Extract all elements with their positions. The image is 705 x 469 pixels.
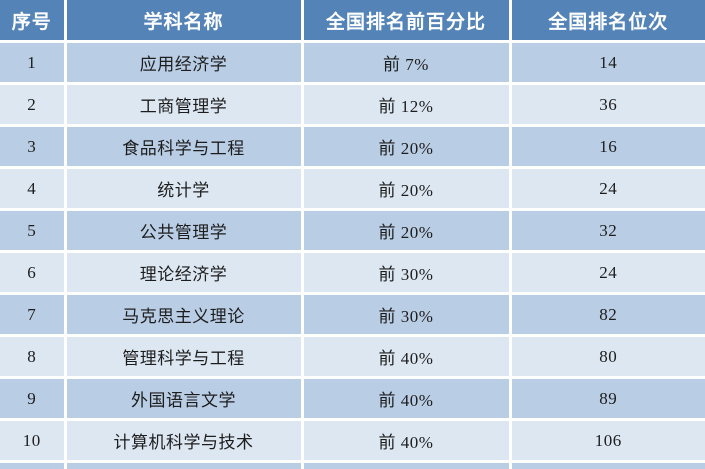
cell-rank: 82	[510, 293, 705, 337]
cell-subject-name: 外国语言文学	[65, 377, 304, 421]
table-row: 6 理论经济学 前 30% 24	[0, 251, 705, 295]
cell-index: 1	[0, 41, 67, 85]
table-row: 10 计算机科学与技术 前 40% 106	[0, 419, 705, 463]
cell-index: 5	[0, 209, 67, 253]
cell-index: 3	[0, 125, 67, 169]
cell-percentile: 前 12%	[302, 83, 512, 127]
cell-subject-name: 工商管理学	[65, 83, 304, 127]
table-header: 序号 学科名称 全国排名前百分比 全国排名位次	[0, 0, 705, 43]
table-row: 5 公共管理学 前 20% 32	[0, 209, 705, 253]
cell-rank: 16	[510, 125, 705, 169]
cell-subject-name: 软件工程	[65, 461, 304, 469]
table-row: 9 外国语言文学 前 40% 89	[0, 377, 705, 421]
cell-index: 6	[0, 251, 67, 295]
cell-subject-name: 公共管理学	[65, 209, 304, 253]
cell-index: 4	[0, 167, 67, 211]
table-row: 8 管理科学与工程 前 40% 80	[0, 335, 705, 379]
cell-rank: 80	[510, 335, 705, 379]
table-row: 11 软件工程 前 50% 64	[0, 461, 705, 469]
cell-subject-name: 计算机科学与技术	[65, 419, 304, 463]
cell-index: 7	[0, 293, 67, 337]
cell-rank: 36	[510, 83, 705, 127]
column-header-national-rank: 全国排名位次	[510, 0, 705, 43]
cell-percentile: 前 20%	[302, 209, 512, 253]
cell-rank: 14	[510, 41, 705, 85]
cell-index: 2	[0, 83, 67, 127]
cell-index: 10	[0, 419, 67, 463]
column-header-subject-name: 学科名称	[65, 0, 304, 43]
column-header-national-percentile: 全国排名前百分比	[302, 0, 512, 43]
column-header-index: 序号	[0, 0, 67, 43]
cell-percentile: 前 40%	[302, 419, 512, 463]
cell-subject-name: 马克思主义理论	[65, 293, 304, 337]
table-row: 2 工商管理学 前 12% 36	[0, 83, 705, 127]
cell-percentile: 前 50%	[302, 461, 512, 469]
cell-subject-name: 食品科学与工程	[65, 125, 304, 169]
table-row: 7 马克思主义理论 前 30% 82	[0, 293, 705, 337]
cell-percentile: 前 40%	[302, 335, 512, 379]
cell-percentile: 前 30%	[302, 293, 512, 337]
cell-index: 8	[0, 335, 67, 379]
cell-subject-name: 统计学	[65, 167, 304, 211]
cell-rank: 24	[510, 167, 705, 211]
header-row: 序号 学科名称 全国排名前百分比 全国排名位次	[0, 0, 705, 43]
cell-subject-name: 应用经济学	[65, 41, 304, 85]
cell-percentile: 前 20%	[302, 125, 512, 169]
cell-subject-name: 理论经济学	[65, 251, 304, 295]
table-row: 1 应用经济学 前 7% 14	[0, 41, 705, 85]
cell-percentile: 前 40%	[302, 377, 512, 421]
cell-percentile: 前 20%	[302, 167, 512, 211]
table-body: 1 应用经济学 前 7% 14 2 工商管理学 前 12% 36 3 食品科学与…	[0, 41, 705, 469]
table-row: 3 食品科学与工程 前 20% 16	[0, 125, 705, 169]
cell-rank: 64	[510, 461, 705, 469]
cell-index: 11	[0, 461, 67, 469]
cell-rank: 32	[510, 209, 705, 253]
table-row: 4 统计学 前 20% 24	[0, 167, 705, 211]
cell-index: 9	[0, 377, 67, 421]
cell-percentile: 前 30%	[302, 251, 512, 295]
cell-rank: 24	[510, 251, 705, 295]
cell-subject-name: 管理科学与工程	[65, 335, 304, 379]
cell-rank: 106	[510, 419, 705, 463]
cell-percentile: 前 7%	[302, 41, 512, 85]
cell-rank: 89	[510, 377, 705, 421]
